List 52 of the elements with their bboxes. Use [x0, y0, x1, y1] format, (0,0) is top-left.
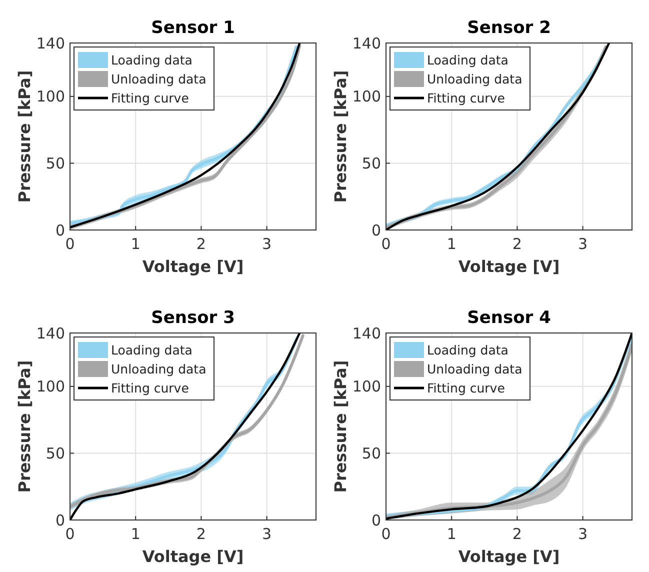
x-tick-label: 3: [262, 235, 272, 253]
legend-label: Fitting curve: [111, 380, 190, 396]
legend-label: Unloading data: [111, 71, 206, 86]
y-axis-title: Pressure [kPa]: [15, 70, 34, 203]
legend-label: Loading data: [427, 52, 508, 68]
x-tick-label: 1: [130, 235, 140, 253]
y-tick-label: 100: [352, 378, 381, 396]
x-tick-label: 2: [196, 235, 206, 253]
chart-title: Sensor 2: [467, 18, 551, 38]
legend-label: Unloading data: [427, 361, 522, 376]
x-tick-label: 1: [446, 235, 456, 253]
y-tick-label: 0: [55, 221, 65, 240]
legend-label: Fitting curve: [427, 90, 506, 106]
legend-label: Fitting curve: [111, 90, 190, 106]
x-tick-label: 2: [196, 525, 206, 543]
legend-label: Unloading data: [111, 361, 206, 376]
legend-label: Loading data: [111, 342, 192, 358]
y-axis-title: Pressure [kPa]: [331, 360, 350, 493]
y-tick-label: 100: [36, 88, 65, 106]
y-tick-label: 140: [36, 324, 65, 342]
y-axis-title: Pressure [kPa]: [331, 70, 350, 203]
x-axis-title: Voltage [V]: [458, 257, 560, 276]
x-axis-title: Voltage [V]: [142, 257, 244, 276]
legend-label: Unloading data: [427, 71, 522, 86]
x-tick-label: 3: [578, 525, 588, 543]
legend-label: Loading data: [111, 52, 192, 68]
chart-title: Sensor 1: [151, 18, 235, 38]
x-tick-label: 2: [512, 525, 522, 543]
legend-label: Fitting curve: [427, 380, 506, 396]
y-tick-label: 0: [55, 511, 65, 530]
y-tick-label: 0: [371, 511, 381, 530]
x-tick-label: 3: [578, 235, 588, 253]
chart-title: Sensor 3: [151, 308, 235, 328]
legend-label: Loading data: [427, 342, 508, 358]
y-tick-label: 50: [362, 444, 381, 462]
y-tick-label: 50: [362, 154, 381, 172]
y-tick-label: 50: [46, 444, 65, 462]
y-tick-label: 50: [46, 154, 65, 172]
y-tick-label: 140: [36, 34, 65, 52]
x-tick-label: 1: [130, 525, 140, 543]
x-axis-title: Voltage [V]: [142, 547, 244, 566]
x-tick-label: 1: [446, 525, 456, 543]
x-tick-label: 2: [512, 235, 522, 253]
y-tick-label: 140: [352, 34, 381, 52]
y-tick-label: 100: [352, 88, 381, 106]
chart-title: Sensor 4: [467, 308, 552, 328]
y-tick-label: 0: [371, 221, 381, 240]
y-tick-label: 100: [36, 378, 65, 396]
y-axis-title: Pressure [kPa]: [15, 360, 34, 493]
x-tick-label: 3: [262, 525, 272, 543]
x-axis-title: Voltage [V]: [458, 547, 560, 566]
y-tick-label: 140: [352, 324, 381, 342]
